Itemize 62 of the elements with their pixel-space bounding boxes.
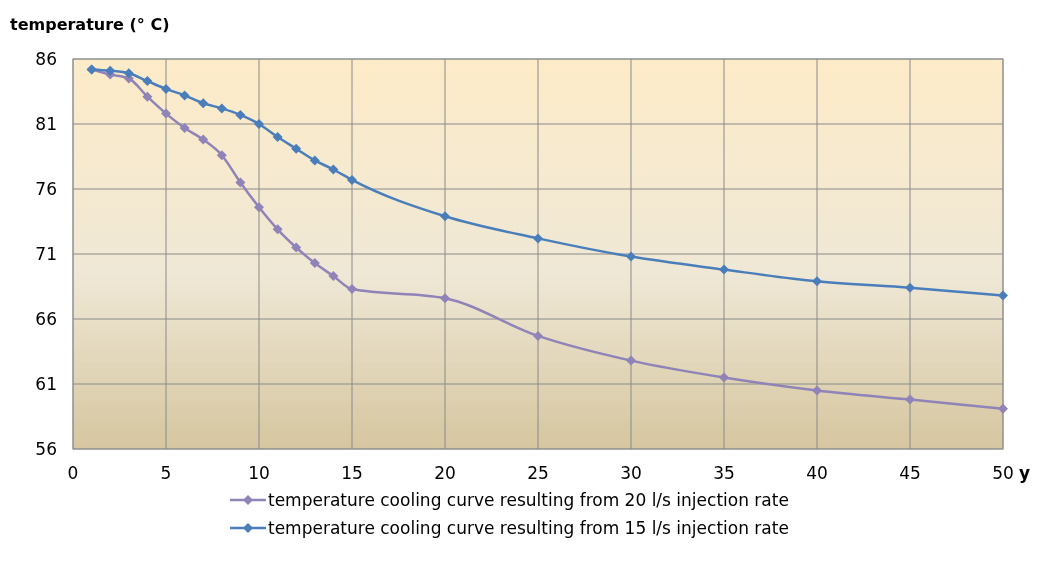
point — [254, 202, 264, 213]
point — [998, 403, 1008, 414]
x-tick-label: 0 — [67, 463, 79, 483]
x-tick-label: 30 — [620, 463, 642, 483]
x-tick-label: 50 — [992, 463, 1014, 483]
x-axis-title: y — [1019, 463, 1031, 483]
x-tick-label: 40 — [806, 463, 828, 483]
point — [198, 134, 209, 145]
point — [235, 109, 246, 120]
y-tick-label: 86 — [35, 48, 57, 69]
point — [998, 290, 1008, 301]
y-tick-label: 66 — [35, 308, 57, 329]
point — [328, 271, 339, 282]
point — [905, 394, 915, 405]
point — [812, 385, 822, 396]
y-axis-title: temperature (° C) — [10, 15, 170, 34]
point — [719, 372, 729, 383]
point — [198, 98, 209, 109]
legend-label: temperature cooling curve resulting from 20 l/s injection rate — [268, 489, 789, 510]
point — [905, 282, 915, 293]
point — [161, 108, 171, 119]
point — [626, 251, 636, 262]
point — [440, 293, 450, 304]
point — [533, 233, 543, 244]
point — [328, 164, 339, 175]
point — [440, 211, 450, 222]
legend-label: temperature cooling curve resulting from 15 l/s injection rate — [268, 517, 789, 538]
point — [105, 65, 116, 76]
point — [626, 355, 636, 366]
point — [235, 177, 246, 188]
point — [719, 264, 729, 275]
y-tick-label: 61 — [35, 373, 57, 394]
point — [347, 284, 357, 295]
point — [347, 174, 357, 185]
point — [254, 119, 264, 129]
point — [179, 90, 190, 101]
point — [272, 132, 283, 142]
point — [309, 258, 320, 269]
x-tick-label: 35 — [713, 463, 735, 483]
point — [812, 276, 822, 287]
y-tick-label: 71 — [35, 243, 57, 264]
point — [123, 68, 134, 79]
point — [179, 122, 190, 133]
point — [291, 242, 302, 253]
x-tick-label: 20 — [434, 463, 456, 483]
point — [142, 91, 153, 102]
point — [216, 150, 227, 161]
y-tick-label: 81 — [35, 113, 57, 134]
x-tick-label: 10 — [248, 463, 270, 483]
x-tick-label: 25 — [527, 463, 549, 483]
point — [216, 103, 227, 114]
point — [533, 330, 543, 341]
point — [142, 76, 153, 87]
x-tick-label: 5 — [160, 463, 172, 483]
point — [309, 155, 320, 166]
y-tick-label: 76 — [35, 178, 57, 199]
point — [291, 143, 302, 154]
y-tick-label: 56 — [35, 438, 57, 459]
point — [161, 83, 171, 94]
x-tick-label: 45 — [899, 463, 921, 483]
point — [272, 224, 283, 235]
x-tick-label: 15 — [341, 463, 363, 483]
